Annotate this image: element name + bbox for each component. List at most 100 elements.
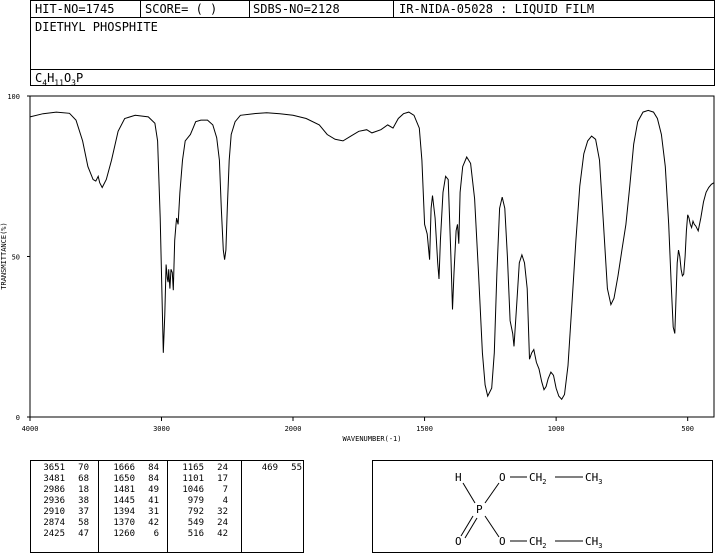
peak-transmittance: 24 <box>217 463 228 473</box>
peak-table: 3651 70 3481 68 2986 18 2936 38 2910 37 2874 58 2425… <box>30 460 304 553</box>
y-tick-label: 0 <box>16 414 20 422</box>
peak-transmittance: 4 <box>222 496 228 506</box>
bond-p-o-double-1 <box>460 515 474 537</box>
peak-transmittance: 38 <box>78 496 89 506</box>
group-ch2-top-c: CH <box>529 471 542 484</box>
peak-wavenumber: 549 <box>187 518 204 528</box>
peak-transmittance: 37 <box>78 507 89 517</box>
peak-transmittance: 55 <box>291 463 302 473</box>
atom-p: P <box>476 503 483 516</box>
peak-column-divider <box>241 461 242 552</box>
group-ch3-bottom-sub: 3 <box>598 542 602 550</box>
peak-transmittance: 84 <box>148 474 159 484</box>
peak-column-divider <box>167 461 168 552</box>
compound-name: DIETHYL PHOSPHITE <box>35 20 158 34</box>
atom-o-bottom: O <box>499 535 506 548</box>
peak-wavenumber: 1445 <box>113 496 135 506</box>
peak-transmittance: 68 <box>78 474 89 484</box>
peak-wavenumber: 2936 <box>43 496 65 506</box>
molecular-formula: C4H11O3P <box>35 72 83 89</box>
group-ch3-top-c: CH <box>585 471 598 484</box>
y-axis-ticks: 100 50 0 <box>7 93 30 422</box>
peak-wavenumber: 3651 <box>43 463 65 473</box>
spectrum-line <box>29 109 715 401</box>
formula-phosphorus: P <box>76 71 84 85</box>
peak-wavenumber: 1481 <box>113 485 135 495</box>
formula-divider <box>31 69 715 70</box>
peak-wavenumber: 1046 <box>182 485 204 495</box>
group-ch2-top-sub: 2 <box>542 478 546 486</box>
peak-transmittance: 70 <box>78 463 89 473</box>
formula-oxygen: O <box>63 71 72 85</box>
group-ch3-top: CH3 <box>585 471 602 486</box>
peak-wavenumber: 2425 <box>43 529 65 539</box>
y-tick-label: 100 <box>7 93 20 101</box>
x-tick-label: 1500 <box>416 425 433 433</box>
peak-transmittance: 47 <box>78 529 89 539</box>
structure-box: H P O O O CH2 CH3 CH2 CH3 <box>372 460 713 553</box>
group-ch3-bottom: CH3 <box>585 535 602 550</box>
hit-number: HIT-NO=1745 <box>35 2 115 16</box>
formula-hydrogen: H <box>47 71 55 85</box>
group-ch3-bottom-c: CH <box>585 535 598 548</box>
formula-oxygen-count: 3 <box>71 78 76 88</box>
group-ch2-bottom: CH2 <box>529 535 546 550</box>
group-ch2-bottom-c: CH <box>529 535 542 548</box>
formula-carbon-count: 4 <box>42 78 48 88</box>
peak-transmittance: 42 <box>148 518 159 528</box>
peak-transmittance: 7 <box>222 485 228 495</box>
compound-box: DIETHYL PHOSPHITE C4H11O3P <box>30 17 715 89</box>
peak-transmittance: 42 <box>217 529 228 539</box>
atom-o-top: O <box>499 471 506 484</box>
x-tick-label: 500 <box>681 425 694 433</box>
peak-transmittance: 18 <box>78 485 89 495</box>
x-axis-label: WAVENUMBER(-1) <box>342 435 401 443</box>
group-ch2-top: CH2 <box>529 471 546 486</box>
peak-wavenumber: 1165 <box>182 463 204 473</box>
peak-transmittance: 84 <box>148 463 159 473</box>
peak-transmittance: 6 <box>153 529 159 539</box>
header-divider-2 <box>249 1 250 18</box>
peak-transmittance: 49 <box>148 485 159 495</box>
atom-h: H <box>455 471 462 484</box>
y-tick-label: 50 <box>12 254 20 262</box>
x-tick-label: 1000 <box>548 425 565 433</box>
peak-wavenumber: 1101 <box>182 474 204 484</box>
x-tick-label: 2000 <box>285 425 302 433</box>
header-divider-1 <box>140 1 141 18</box>
peak-column-divider <box>98 461 99 552</box>
method-label: IR-NIDA-05028 : LIQUID FILM <box>399 2 595 16</box>
group-ch2-bottom-sub: 2 <box>542 542 546 550</box>
bond-p-o-double-2 <box>464 517 478 539</box>
structure-diagram: H P O O O CH2 CH3 CH2 CH3 <box>455 471 602 550</box>
peak-wavenumber: 2986 <box>43 485 65 495</box>
peak-transmittance: 58 <box>78 518 89 528</box>
peak-wavenumber: 979 <box>187 496 204 506</box>
group-ch3-top-sub: 3 <box>598 478 602 486</box>
peak-wavenumber: 516 <box>187 529 204 539</box>
bond-h-p <box>462 482 476 504</box>
peak-wavenumber: 2910 <box>43 507 65 517</box>
x-tick-label: 4000 <box>22 425 39 433</box>
formula-carbon: C <box>35 71 43 85</box>
peak-transmittance: 32 <box>217 507 228 517</box>
peak-transmittance: 31 <box>148 507 159 517</box>
y-axis-label: TRANSMITTANCE(%) <box>0 222 8 289</box>
bond-p-o-top <box>484 482 500 504</box>
x-axis-ticks: 4000 3000 2000 1500 1000 500 <box>22 417 694 433</box>
peak-wavenumber: 1666 <box>113 463 135 473</box>
peak-wavenumber: 792 <box>187 507 204 517</box>
bond-p-o-bottom <box>484 515 500 538</box>
atom-o-double: O <box>455 535 462 548</box>
sdbs-number: SDBS-NO=2128 <box>253 2 340 16</box>
score: SCORE= ( ) <box>145 2 218 16</box>
plot-frame <box>29 95 715 418</box>
peak-wavenumber: 3481 <box>43 474 65 484</box>
peak-wavenumber: 1370 <box>113 518 135 528</box>
peak-wavenumber: 1260 <box>113 529 135 539</box>
formula-hydrogen-count: 11 <box>54 78 64 88</box>
peak-transmittance: 17 <box>217 474 228 484</box>
peak-wavenumber: 469 <box>261 463 278 473</box>
peak-transmittance: 41 <box>148 496 159 506</box>
